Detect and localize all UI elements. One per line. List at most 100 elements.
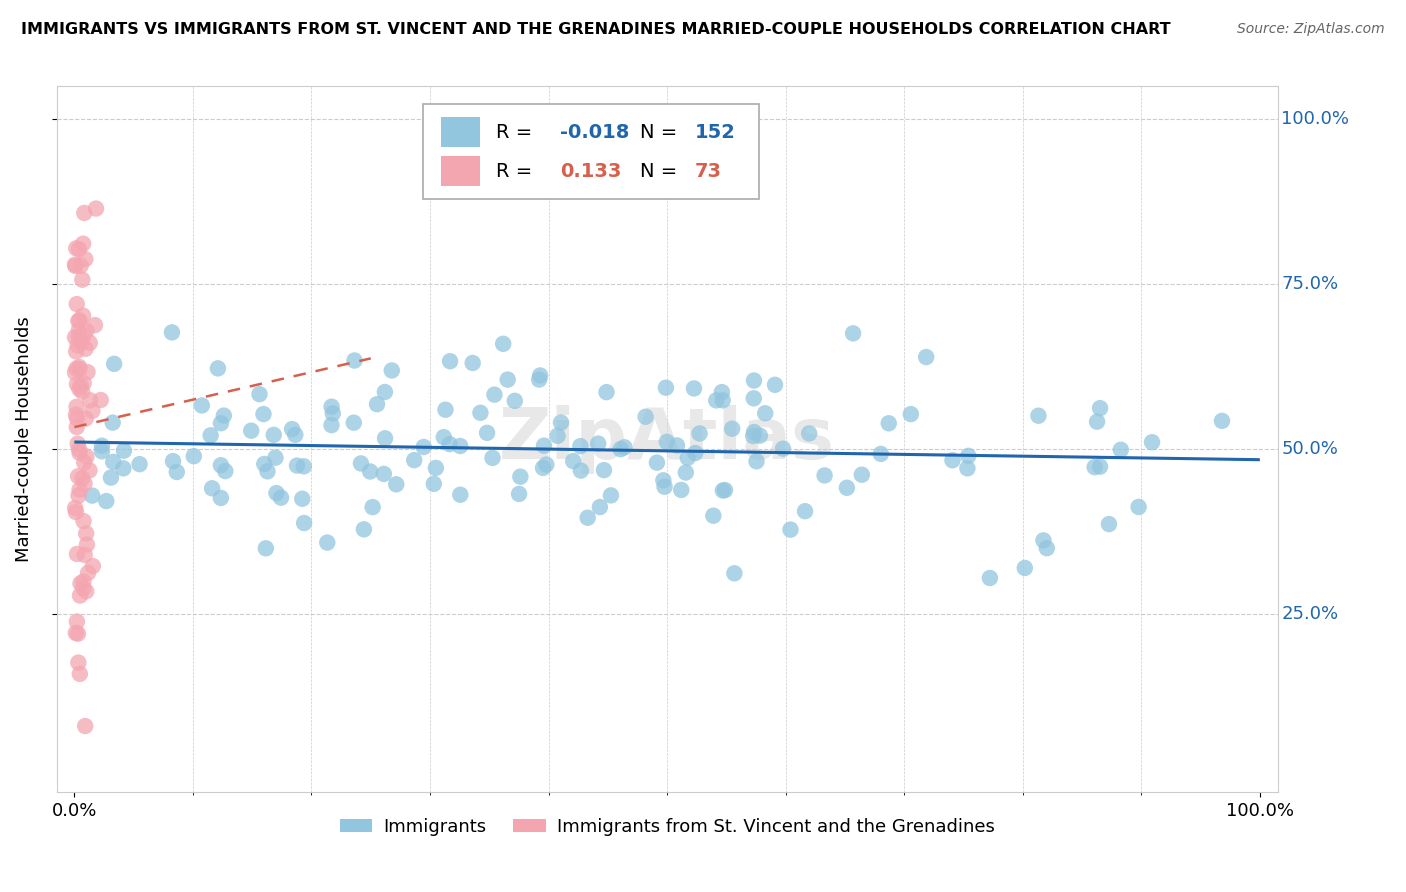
Point	[503, 393, 526, 408]
Point	[82, 404, 104, 418]
Point	[75, 584, 97, 599]
Point	[291, 491, 314, 506]
Point	[72, 581, 94, 595]
Point	[69, 589, 91, 603]
Point	[748, 428, 770, 442]
Point	[569, 439, 592, 453]
Point	[79, 335, 101, 350]
Point	[851, 467, 873, 482]
Point	[70, 471, 93, 485]
Point	[183, 449, 205, 463]
Point	[72, 309, 94, 323]
Point	[711, 393, 734, 408]
Point	[1211, 414, 1233, 428]
Point	[1084, 460, 1107, 475]
Point	[671, 483, 693, 497]
Point	[589, 500, 612, 514]
Point	[322, 406, 344, 420]
Point	[877, 417, 900, 431]
Point	[128, 457, 150, 471]
Point	[412, 440, 434, 454]
Point	[353, 522, 375, 536]
Point	[434, 402, 457, 417]
Point	[547, 429, 569, 443]
Point	[200, 428, 222, 442]
Point	[249, 387, 271, 401]
Point	[361, 500, 384, 514]
Point	[742, 429, 765, 443]
Point	[374, 431, 396, 445]
Point	[65, 241, 87, 255]
Point	[745, 454, 768, 468]
Point	[366, 397, 388, 411]
Point	[75, 411, 97, 425]
Point	[509, 469, 531, 483]
Point	[66, 420, 89, 434]
Point	[75, 526, 97, 541]
Point	[900, 407, 922, 421]
Point	[508, 487, 530, 501]
Point	[1098, 517, 1121, 532]
Point	[683, 381, 706, 395]
Point	[359, 465, 381, 479]
Point	[742, 392, 765, 406]
Point	[676, 450, 699, 465]
Point	[292, 516, 315, 530]
Point	[63, 366, 86, 380]
Point	[714, 483, 737, 497]
Point	[79, 393, 101, 408]
Point	[75, 450, 97, 464]
Point	[65, 361, 87, 376]
Point	[73, 548, 96, 562]
Point	[67, 362, 90, 376]
Point	[569, 464, 592, 478]
Point	[1028, 409, 1050, 423]
Text: 75.0%: 75.0%	[1281, 276, 1339, 293]
Text: R =: R =	[496, 123, 533, 142]
Point	[1109, 442, 1132, 457]
Point	[321, 400, 343, 414]
Point	[162, 454, 184, 468]
Point	[67, 324, 90, 338]
Point	[799, 426, 821, 441]
Point	[593, 463, 616, 477]
Point	[69, 576, 91, 591]
Point	[67, 329, 90, 343]
Point	[531, 461, 554, 475]
Point	[75, 252, 97, 267]
Point	[645, 456, 668, 470]
Point	[652, 473, 675, 487]
Point	[67, 242, 90, 256]
Point	[69, 259, 91, 273]
Point	[1036, 541, 1059, 556]
Point	[66, 297, 89, 311]
Point	[1085, 415, 1108, 429]
Point	[343, 416, 366, 430]
Point	[425, 461, 447, 475]
Point	[253, 457, 276, 471]
Point	[75, 342, 97, 356]
Point	[956, 461, 979, 475]
Point	[439, 354, 461, 368]
Point	[201, 481, 224, 495]
Point	[69, 446, 91, 460]
Point	[90, 439, 112, 453]
Point	[254, 541, 277, 556]
Point	[65, 505, 87, 519]
Legend: Immigrants, Immigrants from St. Vincent and the Grenadines: Immigrants, Immigrants from St. Vincent …	[333, 811, 1001, 843]
Point	[533, 439, 555, 453]
Point	[70, 334, 93, 349]
Y-axis label: Married-couple Households: Married-couple Households	[15, 317, 32, 562]
Point	[270, 491, 292, 505]
Point	[240, 424, 263, 438]
Point	[263, 428, 285, 442]
Point	[63, 330, 86, 344]
Point	[73, 206, 96, 220]
Point	[66, 338, 89, 352]
Point	[281, 422, 304, 436]
Point	[72, 273, 94, 287]
Point	[90, 392, 112, 407]
Point	[65, 344, 87, 359]
Point	[481, 450, 503, 465]
Point	[600, 488, 623, 502]
